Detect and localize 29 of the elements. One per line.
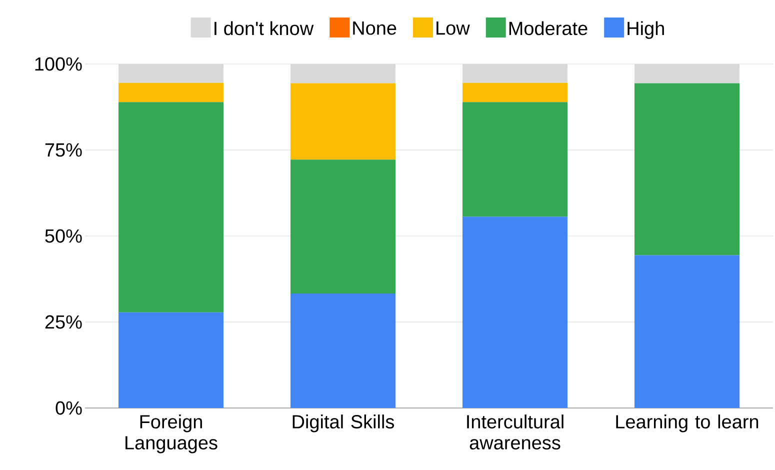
- y-tick-label: 50%: [45, 229, 82, 243]
- bar: [462, 64, 568, 83]
- bar: [118, 102, 224, 312]
- y-tick-label: 0%: [56, 401, 82, 415]
- bar: [118, 82, 224, 102]
- y-tick-label: 100%: [35, 57, 82, 71]
- bar: [118, 312, 224, 408]
- bar: [462, 102, 568, 217]
- bar: [634, 255, 740, 408]
- legend-label: High: [628, 21, 664, 39]
- bar: [290, 293, 396, 408]
- bar: [290, 64, 396, 84]
- x-tick-label: Intercultural awareness: [467, 414, 564, 450]
- bar: [634, 64, 740, 84]
- legend-label: None: [353, 22, 396, 35]
- x-tick-label: Foreign Languages: [126, 414, 218, 454]
- legend-label: Moderate: [509, 21, 588, 36]
- x-tick-label: Digital Skills: [292, 414, 394, 432]
- bar: [290, 83, 396, 160]
- bar: [118, 64, 224, 83]
- bar: [462, 82, 568, 102]
- y-tick-label: 25%: [45, 315, 82, 329]
- bar: [634, 83, 740, 256]
- y-tick-label: 75%: [45, 143, 82, 157]
- legend-label: I don't know: [214, 21, 314, 36]
- bar: [290, 160, 396, 294]
- legend-label: Low: [436, 22, 470, 35]
- x-tick-label: Learning to learn: [616, 414, 758, 432]
- bar: [462, 216, 568, 408]
